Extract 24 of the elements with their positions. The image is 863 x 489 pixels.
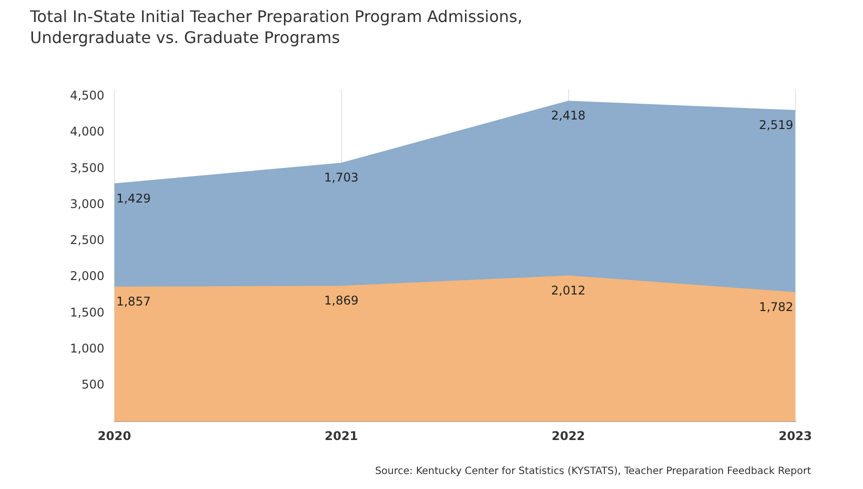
x-tick-label: 2020 [98, 428, 132, 443]
y-tick-label: 4,000 [70, 124, 104, 139]
x-tick-label: 2023 [778, 428, 812, 443]
x-tick-label: 2021 [324, 428, 358, 443]
data-label: 2,519 [758, 118, 794, 132]
y-tick-label: 4,500 [70, 88, 104, 103]
y-tick-label: 2,500 [70, 233, 104, 248]
data-label: 1,429 [116, 191, 151, 206]
y-tick-label: 3,000 [70, 196, 104, 211]
chart-subtitle: Undergraduate vs. Graduate Programs [30, 27, 341, 48]
y-tick-label: 3,500 [70, 160, 104, 175]
x-tick-label: 2022 [552, 428, 586, 443]
data-label: 1,857 [116, 294, 151, 309]
data-label: 1,782 [758, 300, 794, 314]
data-label: 1,869 [324, 294, 359, 308]
chart-title: Total In-State Initial Teacher Preparation Program Admissions, [30, 6, 522, 27]
data-label: 2,418 [551, 108, 586, 123]
source-note: Source: Kentucky Center for Statistics (KYSTATS), Teacher Preparation Feedback Report [375, 466, 811, 477]
y-tick-label: 1,000 [70, 341, 104, 356]
y-tick-label: 500 [81, 378, 104, 392]
data-label: 1,703 [324, 170, 359, 185]
y-tick-label: 2,000 [70, 269, 104, 284]
y-tick-label: 1,500 [70, 305, 104, 320]
data-label: 2,012 [551, 283, 586, 298]
